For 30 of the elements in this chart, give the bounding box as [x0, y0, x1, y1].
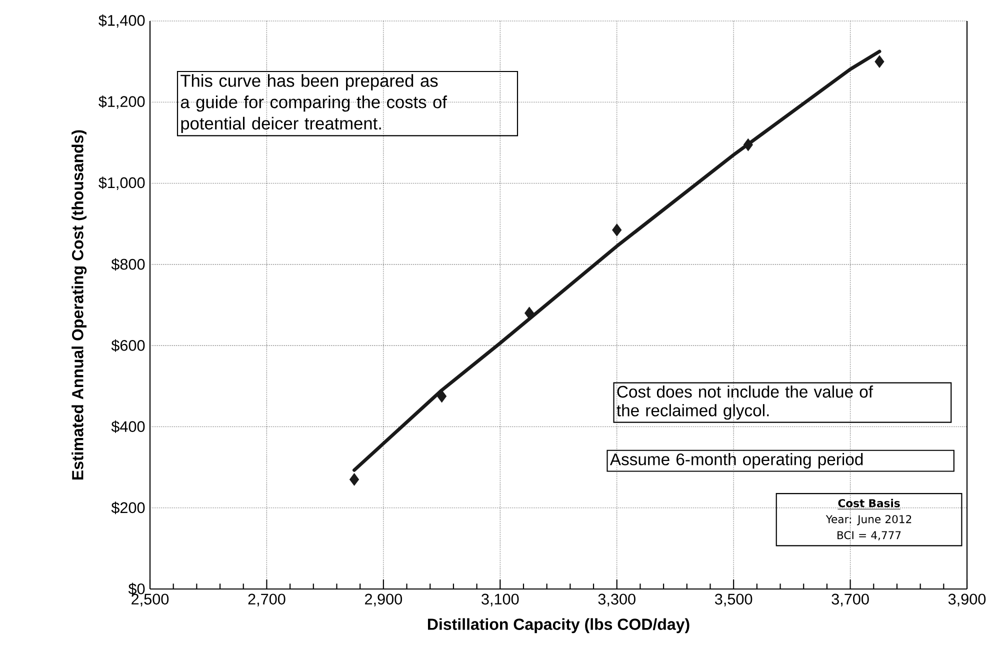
y-tick-label: $1,000: [98, 176, 145, 190]
x-tick-label: 3,100: [482, 594, 519, 606]
annotation: Cost Basis: [838, 498, 900, 508]
y-tick-label: $400: [111, 420, 145, 433]
point: [743, 138, 753, 152]
point: [349, 473, 360, 486]
point: [612, 224, 622, 236]
point: [874, 55, 884, 68]
x-tick-label: 3,300: [598, 594, 636, 606]
y-tick-label: $200: [111, 502, 145, 514]
x-tick-label: 3,500: [714, 594, 752, 606]
point: [437, 390, 447, 403]
x-axis-title: Distillation Capacity (lbs COD/day): [428, 618, 690, 634]
annotation: Year: June 2012: [826, 515, 912, 526]
y-tick-label: $1,200: [98, 95, 145, 109]
x-tick-label: 2,900: [365, 594, 402, 606]
x-tick-label: 3,700: [832, 594, 869, 606]
x-tick-label: 2,500: [132, 594, 169, 606]
x-tick-label: 2,700: [248, 594, 286, 606]
y-axis-title: Estimated Annual Operating Cost (thousands): [72, 130, 87, 480]
y-tick-label: $600: [111, 339, 145, 352]
annotation: BCI = 4,777: [838, 531, 901, 540]
annotation: Cost does not include the value of the reclaimed glycol.: [616, 385, 874, 420]
annotation: Assume 6-month operating period: [610, 453, 863, 469]
y-tick-label: $0: [128, 582, 145, 596]
point: [524, 306, 534, 320]
y-tick-label: $1,400: [98, 14, 145, 28]
y-tick-label: $800: [111, 258, 145, 271]
x-tick-label: 3,900: [948, 594, 986, 606]
annotation: This curve has been prepared as a guide for comparing the costs of potential deicer treatment.: [180, 74, 448, 134]
